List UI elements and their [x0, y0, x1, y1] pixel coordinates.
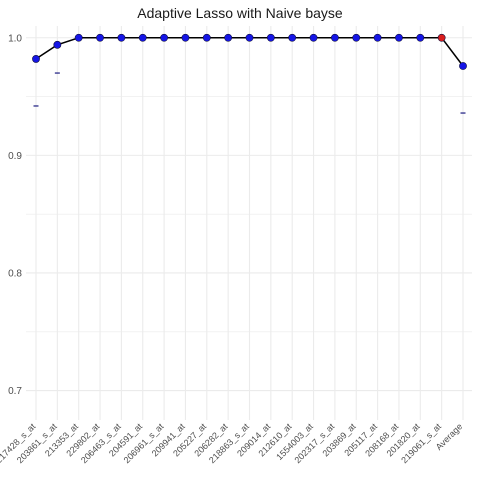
data-point: [32, 55, 40, 63]
y-tick-label: 0.9: [8, 151, 22, 162]
data-point: [181, 33, 190, 42]
data-point: [224, 33, 233, 42]
data-point: [330, 33, 339, 42]
data-point: [416, 33, 425, 42]
x-axis-ticks: 217428_s_at203861_s_at213353_at229802_at…: [0, 421, 464, 465]
y-tick-label: 1.0: [8, 33, 22, 44]
data-point: [309, 33, 318, 42]
data-point: [53, 40, 62, 49]
data-point: [202, 33, 211, 42]
data-point: [245, 33, 254, 42]
data-point: [395, 33, 403, 42]
data-point: [373, 33, 382, 42]
data-point: [74, 33, 83, 42]
data-point: [160, 33, 168, 42]
data-point: [288, 33, 297, 42]
data-point: [96, 33, 104, 42]
data-point: [352, 33, 361, 42]
data-point: [266, 33, 275, 42]
y-tick-label: 0.7: [8, 386, 22, 397]
highlighted-data-point: [437, 33, 446, 42]
data-point: [138, 33, 147, 42]
y-tick-label: 0.8: [8, 268, 22, 279]
lower-bound-marks: [33, 72, 466, 114]
chart-title: Adaptive Lasso with Naive bayse: [137, 5, 343, 21]
data-point: [117, 33, 126, 42]
grid-lines: [26, 26, 472, 420]
y-axis-ticks: 0.7 0.8 0.9 1.0: [8, 33, 22, 397]
data-points: [32, 33, 467, 70]
data-point: [459, 62, 467, 70]
